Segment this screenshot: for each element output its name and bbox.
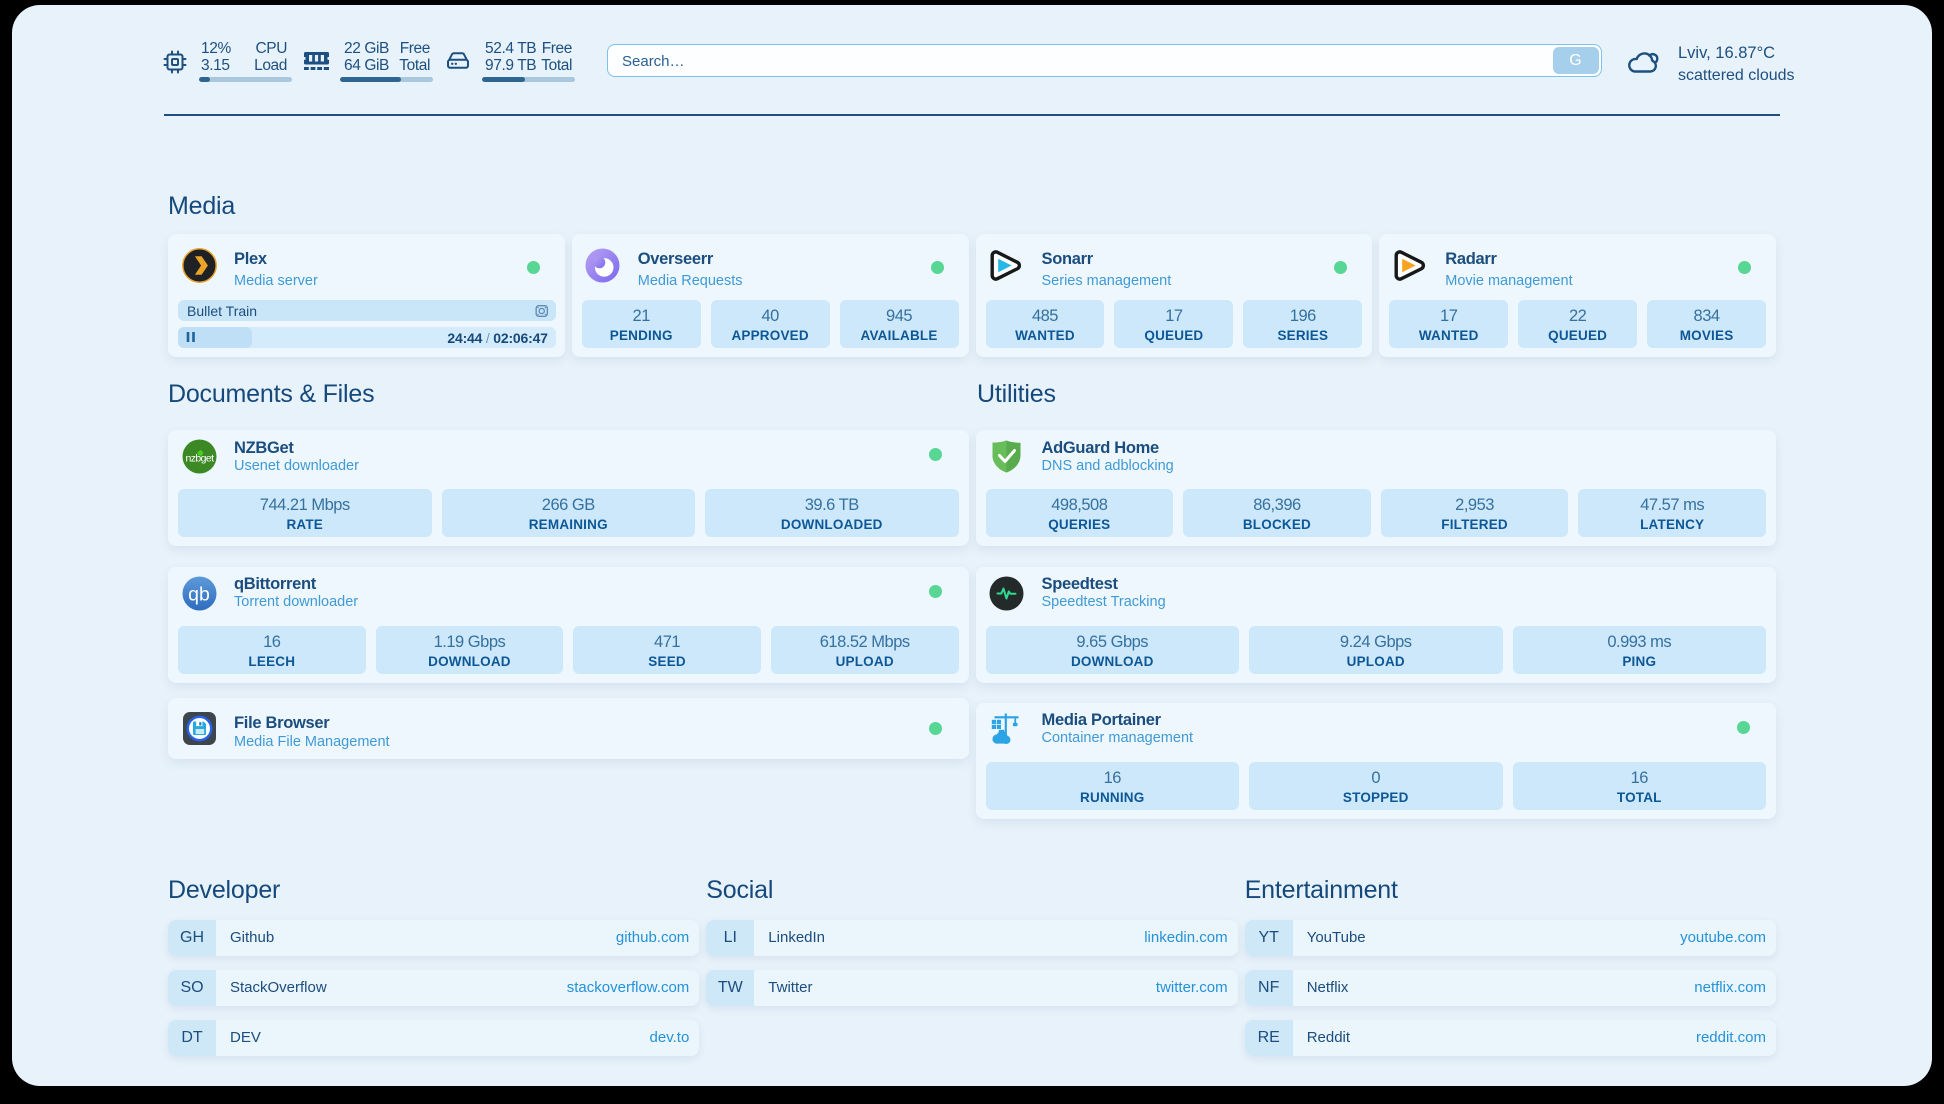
svg-text:nzbget: nzbget bbox=[185, 453, 214, 465]
svg-text:qb: qb bbox=[188, 583, 210, 605]
